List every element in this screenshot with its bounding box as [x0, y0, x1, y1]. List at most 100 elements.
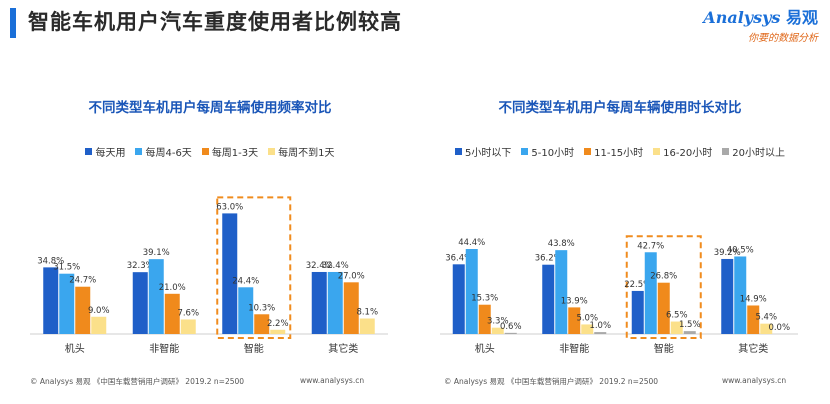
legend-item: 每周1-3天	[201, 144, 259, 159]
bar	[148, 259, 164, 334]
chart-legend: 每天用 每周4-6天 每周1-3天 每周不到1天	[30, 144, 390, 159]
legend-label: 5-10小时	[531, 148, 575, 159]
category-label: 非智能	[149, 342, 179, 355]
data-label: 10.3%	[248, 303, 275, 313]
bar	[43, 267, 59, 334]
brand-name: Analysys 易观	[668, 4, 818, 28]
legend-swatch	[653, 148, 661, 155]
page-title: 智能车机用户汽车重度使用者比例较高	[28, 10, 402, 34]
bar	[238, 287, 254, 334]
duration-chart: 不同类型车机用户每周车辆使用时长对比 5小时以下 5-10小时 11-15小时 16-…	[440, 90, 800, 390]
legend-item: 5小时以下	[455, 144, 511, 159]
legend-swatch	[268, 148, 276, 155]
bar	[359, 318, 375, 334]
data-label: 5.0%	[576, 313, 598, 323]
data-label: 24.4%	[232, 276, 259, 286]
bar	[465, 249, 478, 334]
legend-item: 11-15小时	[584, 144, 643, 159]
category-label: 非智能	[559, 342, 589, 355]
data-label: 7.6%	[177, 308, 199, 318]
bar	[343, 282, 359, 334]
bar	[657, 282, 670, 334]
data-label: 13.9%	[561, 296, 588, 306]
legend-item: 5-10小时	[521, 144, 574, 159]
bar	[542, 264, 555, 334]
data-label: 39.2%	[714, 248, 741, 258]
data-label: 2.2%	[267, 319, 289, 329]
chart-title: 不同类型车机用户每周车辆使用频率对比	[88, 100, 332, 116]
data-label: 39.1%	[143, 248, 170, 258]
legend-item: 16-20小时	[653, 144, 712, 159]
legend-item: 每周4-6天	[135, 144, 192, 159]
legend-swatch	[455, 148, 463, 155]
data-label: 63.0%	[216, 202, 243, 212]
legend-label: 每周1-3天	[211, 148, 259, 159]
frequency-chart: 不同类型车机用户每周车辆使用频率对比 每天用 每周4-6天 每周1-3天 每周不到1天…	[30, 90, 390, 390]
data-label: 22.5%	[624, 280, 651, 290]
data-label: 32.4%	[322, 261, 349, 271]
data-label: 5.4%	[755, 313, 777, 323]
bar	[491, 327, 504, 334]
source-note: © Analysys 易观 《中国车载营销用户调研》 2019.2 n=2500	[444, 377, 659, 386]
brand-name-en: Analysys	[703, 8, 781, 27]
data-label: 40.5%	[727, 245, 754, 255]
legend-label: 11-15小时	[594, 148, 644, 159]
category-label: 智能	[654, 342, 674, 355]
bar	[631, 290, 644, 334]
bar	[311, 271, 327, 334]
bar	[504, 332, 517, 334]
data-label: 14.9%	[740, 294, 767, 304]
source-note: © Analysys 易观 《中国车载营销用户调研》 2019.2 n=2500	[30, 377, 245, 386]
legend-label: 每周不到1天	[278, 148, 335, 159]
data-label: 27.0%	[338, 271, 365, 281]
brand-name-cn: 易观	[785, 8, 818, 27]
data-label: 1.5%	[679, 320, 701, 330]
legend-label: 每天用	[95, 148, 126, 159]
legend-swatch	[722, 148, 730, 155]
bar	[270, 329, 286, 334]
category-label: 其它类	[328, 342, 358, 355]
data-label: 36.2%	[535, 254, 562, 264]
data-label: 26.8%	[650, 272, 677, 282]
bar	[760, 323, 773, 334]
legend-swatch	[521, 148, 529, 155]
category-label: 其它类	[738, 342, 768, 355]
legend-item: 每周不到1天	[268, 144, 335, 159]
bar	[254, 314, 270, 334]
bar	[555, 250, 568, 334]
legend-item: 每天用	[85, 144, 125, 159]
data-label: 1.0%	[589, 321, 611, 331]
bar	[670, 321, 683, 334]
bar	[164, 293, 180, 334]
title-accent-bar	[10, 8, 16, 38]
data-label: 36.4%	[445, 253, 472, 263]
data-label: 31.5%	[53, 263, 80, 273]
data-label: 9.0%	[88, 306, 110, 316]
brand-slogan: 你要的数据分析	[748, 33, 818, 44]
bar	[568, 307, 581, 334]
chart-plot: 34.8%31.5% 24.7% 9.0% 机头 32.3% 39.1% 21.0% 7.6%…	[30, 196, 388, 355]
data-label: 21.0%	[159, 283, 186, 293]
data-label: 6.5%	[666, 311, 688, 321]
brand-logo: Analysys 易观 你要的数据分析	[668, 4, 818, 44]
legend-label: 每周4-6天	[145, 148, 192, 159]
bar	[478, 304, 491, 334]
legend-label: 5小时以下	[465, 148, 512, 159]
legend-label: 16-20小时	[663, 148, 713, 159]
bar	[644, 252, 657, 334]
data-label: 32.3%	[127, 261, 154, 271]
data-label: 15.3%	[471, 294, 498, 304]
data-label: 3.3%	[487, 317, 509, 327]
bar	[721, 258, 734, 334]
data-label: 44.4%	[458, 238, 485, 248]
data-label: 32.4%	[306, 261, 333, 271]
bar	[91, 316, 107, 334]
data-label: 0.0%	[768, 323, 790, 333]
bar	[734, 256, 747, 334]
chart-plot: 36.4% 44.4% 15.3% 3.3%0.6% 机头 36.2% 43.8% 13.9%…	[440, 235, 798, 355]
chart-legend: 5小时以下 5-10小时 11-15小时 16-20小时 20小时以上	[440, 144, 800, 159]
data-label: 43.8%	[548, 239, 575, 249]
data-label: 8.1%	[356, 307, 378, 317]
data-label: 0.6%	[500, 322, 522, 332]
data-label: 24.7%	[69, 276, 96, 286]
